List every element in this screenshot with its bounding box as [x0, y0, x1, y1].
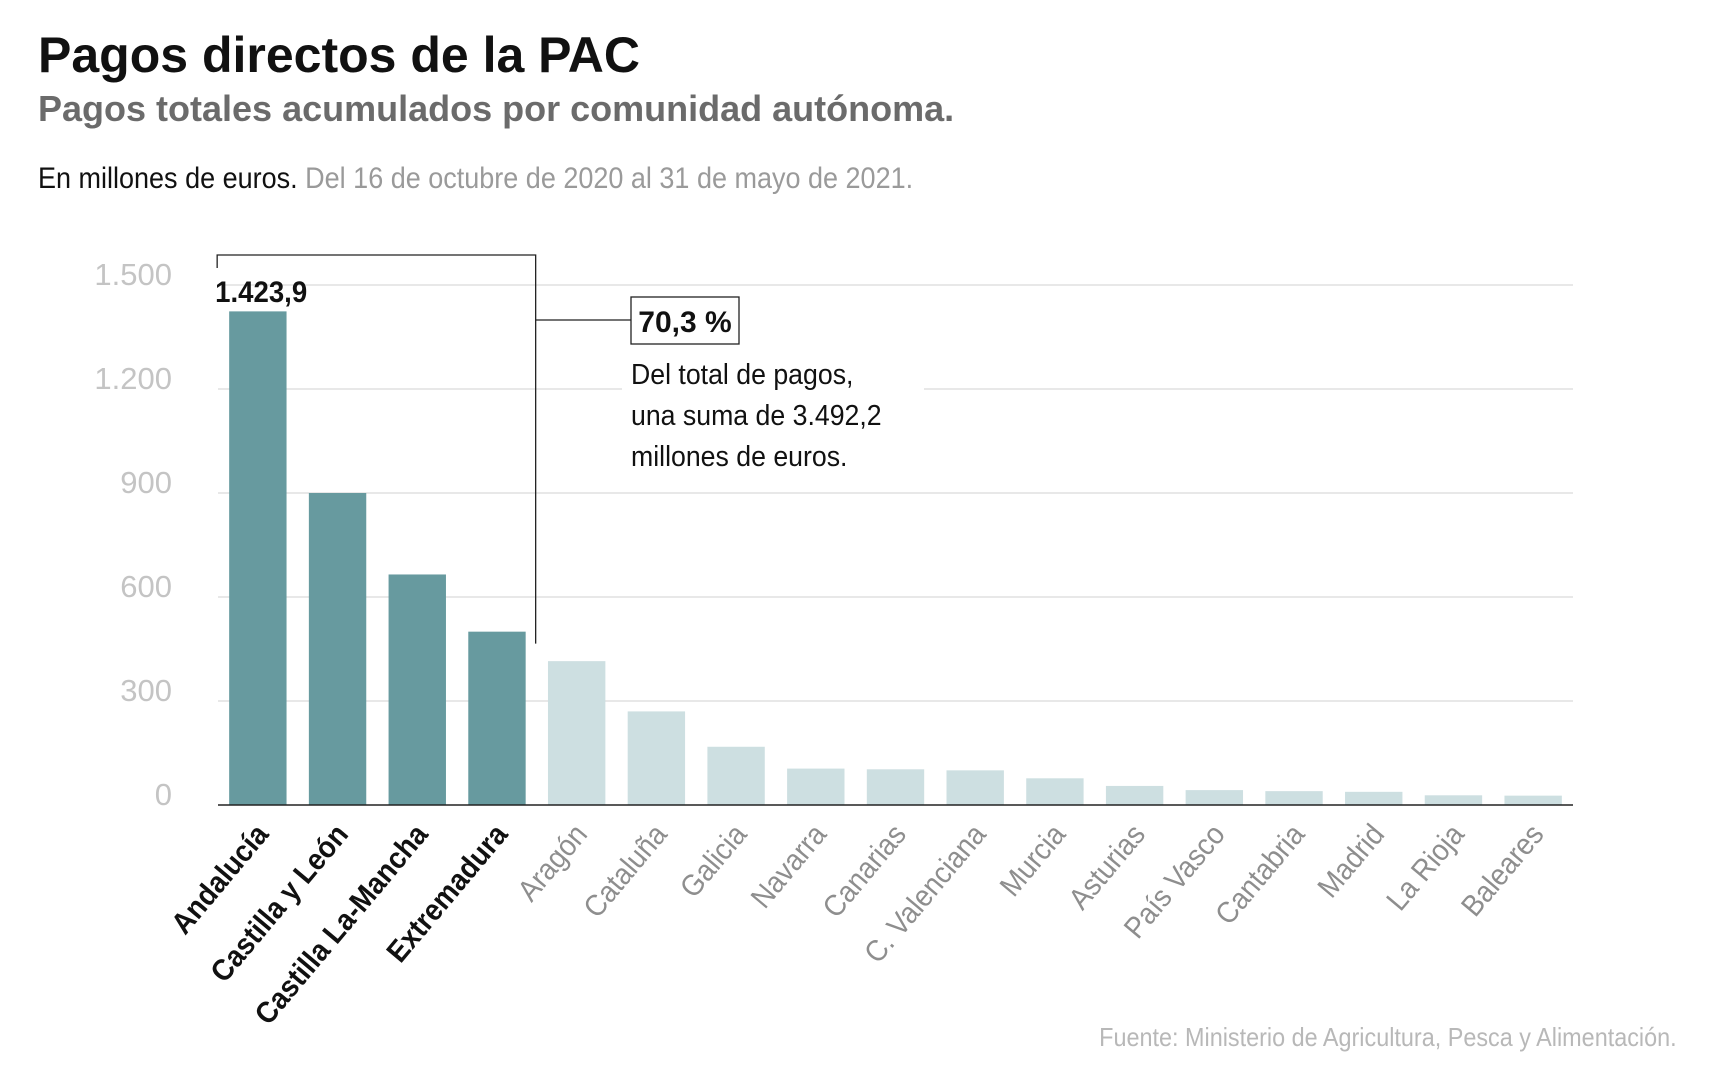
x-tick-label: Galicia — [674, 818, 754, 905]
units-line: En millones de euros. Del 16 de octubre … — [38, 162, 913, 196]
bracket-line — [216, 254, 537, 644]
note-background — [622, 350, 924, 475]
y-axis-ticks: 0 300 600 900 1.200 1.500 — [94, 257, 172, 812]
bar — [627, 711, 686, 805]
chart-title: Pagos directos de la PAC — [38, 27, 641, 83]
chart-subtitle: Pagos totales acumulados por comunidad a… — [38, 88, 955, 129]
bar — [1185, 790, 1244, 805]
note-line: millones de euros. — [631, 440, 847, 472]
y-tick-label: 1.500 — [94, 257, 172, 292]
bar — [229, 311, 287, 805]
bar — [308, 493, 367, 805]
bar — [1105, 785, 1164, 805]
bar — [388, 574, 446, 805]
x-tick-label: Castilla y León — [204, 818, 355, 989]
y-tick-label: 0 — [155, 777, 172, 812]
value-label-andalucia: 1.423,9 — [215, 276, 307, 309]
x-tick-label: Madrid — [1312, 818, 1392, 904]
annotation: 1.423,9 70,3 % Del total de pagos, una suma… — [215, 254, 924, 644]
x-tick-label: Murcia — [994, 818, 1073, 904]
note-line: Del total de pagos, — [631, 358, 853, 390]
bar — [707, 746, 765, 805]
x-tick-label: Aragón — [512, 818, 595, 908]
y-tick-label: 1.200 — [94, 361, 172, 396]
period-label: Del 16 de octubre de 2020 al 31 de mayo … — [305, 162, 914, 195]
share-box — [630, 296, 740, 345]
note-line: una suma de 3.492,2 — [631, 399, 882, 431]
bar — [866, 769, 925, 805]
bar — [1345, 791, 1403, 805]
x-tick-label: Cataluña — [577, 818, 674, 925]
bar — [1424, 795, 1483, 805]
bars — [229, 311, 1562, 805]
y-tick-label: 300 — [120, 673, 172, 708]
x-tick-label: Baleares — [1455, 818, 1551, 923]
bar — [547, 661, 606, 805]
bar — [1265, 791, 1323, 805]
bar — [1504, 795, 1562, 805]
bar — [468, 631, 526, 805]
share-label: 70,3 % — [638, 306, 731, 339]
units-label: En millones de euros. — [38, 162, 298, 195]
y-tick-label: 600 — [120, 569, 172, 604]
y-tick-label: 900 — [120, 465, 172, 500]
bar — [787, 768, 845, 805]
bar — [1026, 778, 1084, 805]
bar — [946, 770, 1004, 805]
source-note: Fuente: Ministerio de Agricultura, Pesca… — [1099, 1022, 1677, 1052]
